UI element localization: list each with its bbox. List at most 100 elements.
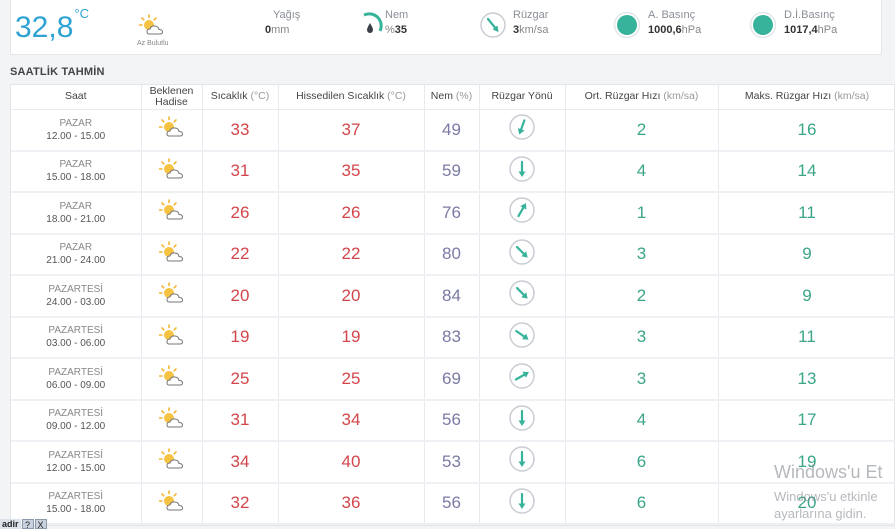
pressure-label: A. Basınç <box>648 9 696 21</box>
current-conditions-bar: 32,8°C Az Bulutlu Yağış 0mm <box>10 0 882 55</box>
temperature-cell: 33 <box>202 109 279 152</box>
feels-like-cell: 19 <box>278 316 425 359</box>
humidity-prefix: % <box>385 24 395 36</box>
time-cell: PAZARTESİ 24.00 - 03.00 <box>11 275 142 318</box>
max-wind-cell: 19 <box>718 441 895 484</box>
table-header-row: Saat Beklenen Hadise Sıcaklık (°C) Hissedil… <box>11 84 895 110</box>
condition-cell <box>141 109 203 152</box>
partly-cloudy-sun-icon <box>158 282 185 308</box>
rain-value: 0 <box>265 24 272 36</box>
condition-label: Az Bulutlu <box>137 40 169 47</box>
wind-direction-icon <box>508 445 536 478</box>
column-header-unit: (°C) <box>387 90 406 103</box>
hours-label: 12.00 - 15.00 <box>46 462 106 474</box>
wind-direction-icon <box>508 196 536 229</box>
humidity-value: 35 <box>394 24 408 36</box>
max-wind-cell: 20 <box>718 482 895 525</box>
wind-direction-icon <box>508 404 536 437</box>
temperature-cell: 26 <box>202 192 279 235</box>
wind-unit: km/sa <box>519 24 549 36</box>
pressure-dot-icon <box>613 11 641 44</box>
column-header-label: Saat <box>64 90 87 103</box>
temperature-value: 32,8 <box>15 11 74 44</box>
temperature-cell: 19 <box>202 316 279 359</box>
close-button[interactable]: X <box>34 519 47 529</box>
day-label: PAZARTESİ <box>48 449 104 461</box>
table-row: PAZARTESİ 24.00 - 03.00 20 20 84 2 9 <box>11 275 895 318</box>
humidity-cell: 56 <box>424 482 480 525</box>
windows-activation-text: Windows'u etkinle ayarlarına gidin. <box>774 488 878 522</box>
feels-like-cell: 40 <box>278 441 425 484</box>
temperature-cell: 22 <box>202 233 279 276</box>
humidity-cell: 80 <box>424 233 480 276</box>
condition-cell <box>141 316 203 359</box>
avg-wind-cell: 1 <box>565 192 719 235</box>
avg-wind-cell: 3 <box>565 316 719 359</box>
column-header: Rüzgar Yönü <box>479 85 566 110</box>
wind-direction-icon <box>508 113 536 146</box>
column-header: Saat <box>11 85 142 110</box>
hours-label: 24.00 - 03.00 <box>46 296 106 308</box>
time-cell: PAZARTESİ 12.00 - 15.00 <box>11 441 142 484</box>
wind-direction-cell <box>479 482 566 525</box>
time-cell: PAZAR 21.00 - 24.00 <box>11 233 142 276</box>
column-header-label: Beklenen Hadise <box>149 84 194 108</box>
hours-label: 09.00 - 12.00 <box>46 421 106 433</box>
table-row: PAZARTESİ 09.00 - 12.00 31 34 56 4 17 <box>11 399 895 442</box>
time-cell: PAZARTESİ 15.00 - 18.00 <box>11 482 142 525</box>
humidity-cell: 53 <box>424 441 480 484</box>
wind-direction-cell <box>479 275 566 318</box>
time-cell: PAZARTESİ 06.00 - 09.00 <box>11 358 142 401</box>
column-header-unit: (°C) <box>250 90 270 103</box>
day-label: PAZAR <box>59 117 93 129</box>
time-cell: PAZAR 12.00 - 15.00 <box>11 109 142 152</box>
condition-cell <box>141 233 203 276</box>
wind-direction-icon <box>508 279 536 312</box>
humidity-cell: 56 <box>424 399 480 442</box>
table-row: PAZAR 15.00 - 18.00 31 35 59 4 14 <box>11 150 895 193</box>
wind-direction-icon <box>508 321 536 354</box>
wind-direction-cell <box>479 399 566 442</box>
help-button[interactable]: ? <box>21 519 34 529</box>
avg-wind-cell: 4 <box>565 399 719 442</box>
day-label: PAZARTESİ <box>48 283 104 295</box>
feels-like-cell: 20 <box>278 275 425 318</box>
day-label: PAZARTESİ <box>48 325 104 337</box>
temperature-cell: 31 <box>202 399 279 442</box>
avg-wind-cell: 6 <box>565 482 719 525</box>
temperature-cell: 34 <box>202 441 279 484</box>
sea-pressure-value: 1017,4 <box>784 24 818 36</box>
hours-label: 03.00 - 06.00 <box>46 338 106 350</box>
humidity-cell: 83 <box>424 316 480 359</box>
avg-wind-cell: 3 <box>565 233 719 276</box>
day-label: PAZAR <box>59 159 93 171</box>
wind-direction-cell <box>479 441 566 484</box>
humidity-cell: 84 <box>424 275 480 318</box>
column-header: Nem (%) <box>424 85 480 110</box>
feels-like-cell: 25 <box>278 358 425 401</box>
time-cell: PAZAR 18.00 - 21.00 <box>11 192 142 235</box>
feels-like-cell: 26 <box>278 192 425 235</box>
rain-unit: mm <box>271 24 290 36</box>
avg-wind-cell: 4 <box>565 150 719 193</box>
column-header: Ort. Rüzgar Hızı (km/sa) <box>565 85 719 110</box>
sea-pressure-label: D.İ.Basınç <box>784 9 835 21</box>
max-wind-cell: 11 <box>718 192 895 235</box>
column-header-label: Nem <box>430 90 453 103</box>
table-row: PAZAR 12.00 - 15.00 33 37 49 2 16 <box>11 109 895 152</box>
max-wind-cell: 13 <box>718 358 895 401</box>
max-wind-cell: 9 <box>718 233 895 276</box>
table-row: PAZARTESİ 03.00 - 06.00 19 19 83 3 11 <box>11 316 895 359</box>
wind-direction-cell <box>479 233 566 276</box>
humidity-cell: 59 <box>424 150 480 193</box>
max-wind-cell: 17 <box>718 399 895 442</box>
taskbar-text[interactable]: adir <box>0 519 21 529</box>
column-header: Sıcaklık (°C) <box>202 85 279 110</box>
column-header-label: Sıcaklık <box>210 90 248 103</box>
time-cell: PAZARTESİ 03.00 - 06.00 <box>11 316 142 359</box>
feels-like-cell: 22 <box>278 233 425 276</box>
column-header-unit: (km/sa) <box>663 90 699 103</box>
windows-activation-line2: ayarlarına gidin. <box>774 506 867 521</box>
pressure-value: 1000,6 <box>648 24 682 36</box>
temperature-cell: 20 <box>202 275 279 318</box>
